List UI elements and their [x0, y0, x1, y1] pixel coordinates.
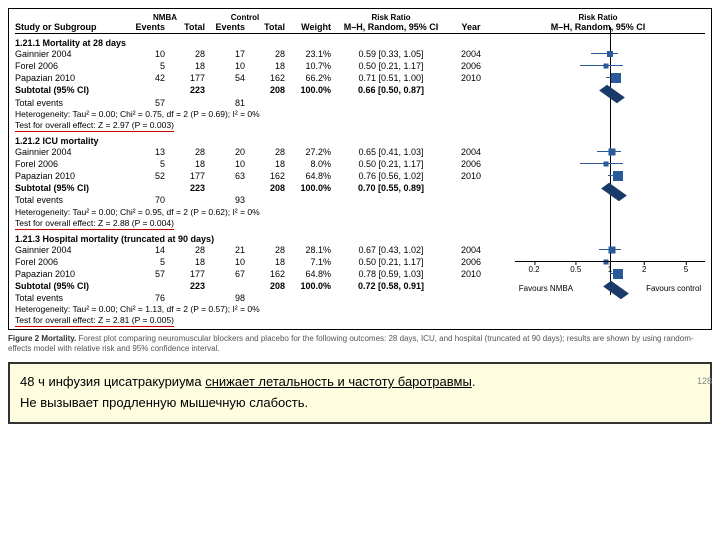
ci-marker [515, 245, 705, 255]
hdr-year: Year [451, 22, 491, 32]
point-estimate [607, 51, 613, 57]
ci-marker [515, 73, 705, 83]
point-estimate [613, 171, 623, 181]
axis-label-left: Favours NMBA [519, 284, 573, 293]
axis-tick: 2 [642, 265, 646, 274]
figure-caption: Figure 2 Mortality. Forest plot comparin… [8, 334, 712, 354]
point-estimate [608, 246, 615, 253]
ci-marker [515, 171, 705, 181]
annotation-line1: 48 ч инфузия цисатракуриума снижает лета… [20, 372, 700, 393]
axis-label-right: Favours control [646, 284, 701, 293]
axis-tick: 1 [608, 265, 612, 274]
hdr-rr-sub: M–H, Random, 95% CI [331, 22, 451, 32]
group-nmba: NMBA [125, 13, 205, 22]
page-number: 128 [697, 374, 712, 388]
forest-plot-area: 0.2 0.5 1 2 5 Favours NMBA Favours control [515, 27, 705, 295]
point-estimate [604, 161, 609, 166]
hdr-total2: Total [245, 22, 285, 32]
forest-plot-figure: NMBA Control Risk Ratio Risk Ratio Study… [8, 8, 712, 330]
column-group-header: NMBA Control Risk Ratio Risk Ratio [15, 13, 705, 22]
ci-marker [515, 49, 705, 59]
ci-marker [515, 159, 705, 169]
group-rr: Risk Ratio [331, 13, 451, 22]
annotation-line2: Не вызывает продленную мышечную слабость… [20, 393, 700, 414]
point-estimate [604, 64, 609, 69]
subtotal-diamond [515, 187, 705, 197]
axis-tick: 5 [684, 265, 688, 274]
caption-text: Forest plot comparing neuromuscular bloc… [8, 334, 694, 353]
group-rr2: Risk Ratio [491, 13, 705, 22]
group-control: Control [205, 13, 285, 22]
point-estimate [611, 73, 621, 83]
hdr-weight: Weight [285, 22, 331, 32]
axis-tick: 0.2 [528, 265, 539, 274]
hdr-study: Study or Subgroup [15, 22, 125, 32]
ci-marker [515, 147, 705, 157]
point-estimate [608, 148, 615, 155]
caption-bold: Figure 2 Mortality. [8, 334, 76, 343]
hdr-events2: Events [205, 22, 245, 32]
annotation-box: 48 ч инфузия цисатракуриума снижает лета… [8, 362, 712, 424]
heterogeneity-text: Heterogeneity: Tau² = 0.00; Chi² = 1.13,… [15, 304, 705, 315]
ci-marker [515, 61, 705, 71]
axis-tick: 0.5 [570, 265, 581, 274]
hdr-total1: Total [165, 22, 205, 32]
hdr-events1: Events [125, 22, 165, 32]
overall-effect-text: Test for overall effect: Z = 2.81 (P = 0… [15, 315, 705, 327]
subtotal-diamond [515, 89, 705, 99]
x-axis: 0.2 0.5 1 2 5 [515, 265, 705, 279]
